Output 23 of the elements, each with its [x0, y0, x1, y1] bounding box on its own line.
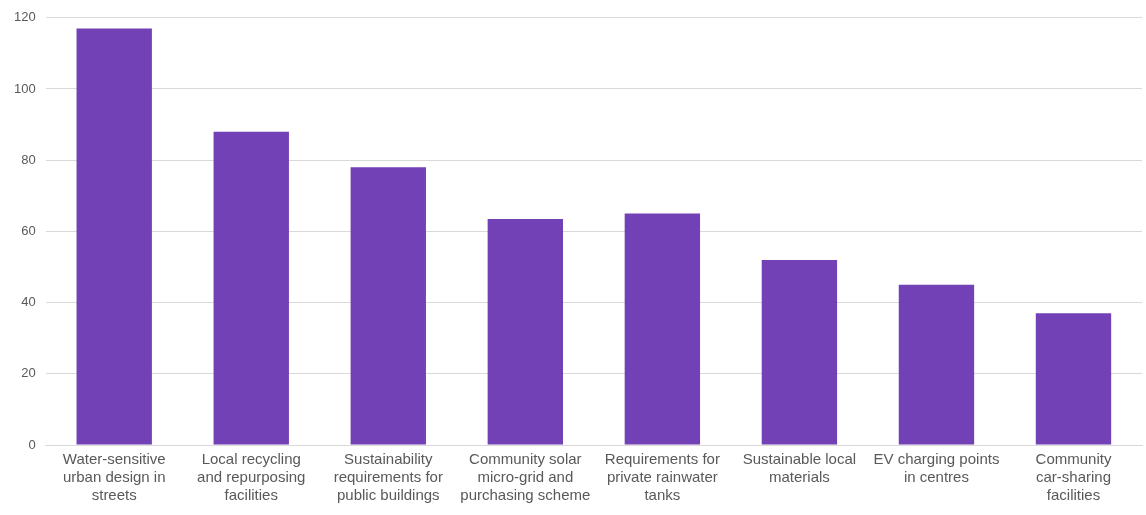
- bar: [1035, 313, 1112, 445]
- y-tick-label: 120: [13, 9, 36, 25]
- x-tick-label: Community car-sharing facilities: [1035, 450, 1112, 504]
- y-tick-label: 40: [21, 294, 36, 310]
- x-tick-label: Sustainable local materials: [742, 450, 857, 486]
- bar: [76, 28, 152, 445]
- x-tick-label: Requirements for private rainwater tanks: [604, 450, 720, 504]
- x-tick-label: Water-sensitive urban design in streets: [62, 450, 166, 504]
- y-tick-label: 100: [13, 80, 36, 96]
- bar: [487, 218, 564, 445]
- bar: [898, 284, 975, 445]
- y-tick-label: 60: [21, 222, 36, 238]
- bar: [624, 213, 701, 445]
- x-tick-label: Sustainability requirements for public buildings: [333, 450, 443, 504]
- x-tick-label: EV charging points in centres: [873, 450, 1000, 486]
- x-tick-label: Community solar micro-grid and purchasing scheme: [460, 450, 591, 504]
- bar: [213, 131, 289, 445]
- y-tick-label: 80: [21, 151, 36, 167]
- y-tick-label: 0: [28, 436, 36, 452]
- bar: [761, 259, 838, 445]
- bar: [350, 167, 426, 445]
- y-tick-label: 20: [21, 365, 36, 381]
- x-tick-label: Local recycling and repurposing facilities: [197, 450, 306, 504]
